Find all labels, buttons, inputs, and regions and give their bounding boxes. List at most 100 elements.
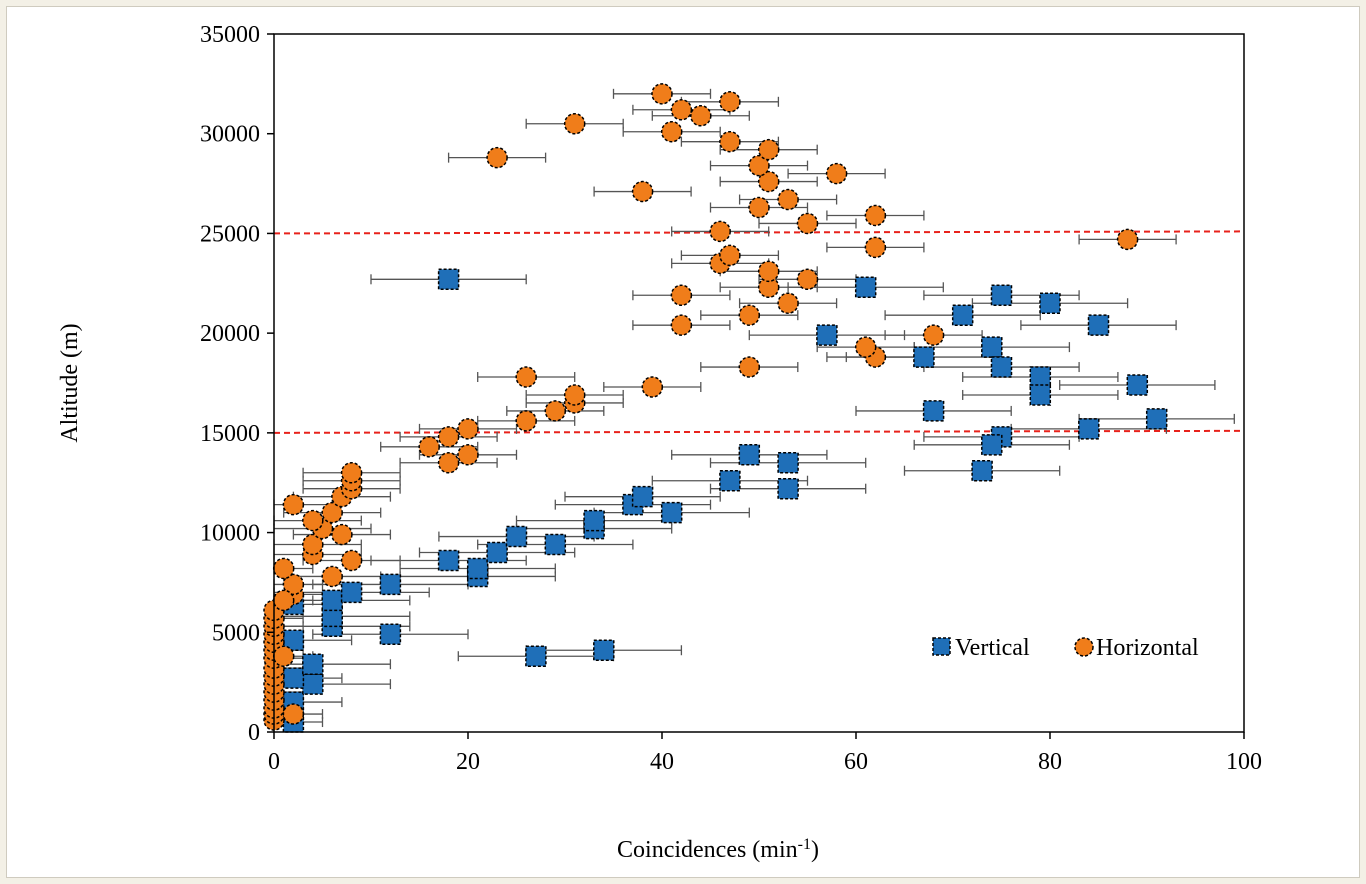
- vertical-point: [1029, 366, 1052, 388]
- horizontal-point: [738, 356, 761, 378]
- horizontal-point: [1116, 228, 1139, 251]
- y-tick-label: 20000: [200, 321, 260, 347]
- horizontal-point: [515, 366, 537, 388]
- horizontal-point: [757, 260, 780, 283]
- vertical-point: [1029, 384, 1052, 406]
- reference-lines: [273, 230, 1245, 434]
- vertical-point: [660, 501, 683, 524]
- x-tick-label: 100: [1226, 749, 1262, 775]
- vertical-point: [631, 485, 654, 508]
- horizontal-point: [777, 188, 799, 211]
- vertical-point: [990, 284, 1013, 307]
- vertical-point: [854, 276, 877, 299]
- horizontal-point: [825, 162, 848, 185]
- vertical-point: [777, 477, 799, 500]
- vertical-point: [379, 623, 402, 646]
- horizontal-point: [796, 212, 819, 235]
- horizontal-point: [272, 557, 295, 580]
- horizontal-point: [690, 105, 712, 127]
- horizontal-point: [321, 501, 343, 524]
- y-tick-label: 0: [248, 720, 260, 746]
- vertical-point: [466, 557, 489, 580]
- horizontal-point: [922, 324, 945, 346]
- horizontal-point: [719, 130, 741, 153]
- error-bars: [273, 88, 1235, 728]
- horizontal-point: [709, 220, 731, 243]
- y-tick-label: 10000: [200, 521, 260, 547]
- horizontal-point: [864, 236, 887, 259]
- horizontal-point: [748, 196, 770, 219]
- x-axis-label: Coincidences (min-1): [617, 836, 819, 864]
- horizontal-point: [796, 268, 819, 291]
- horizontal-point: [282, 493, 305, 516]
- horizontal-point: [544, 400, 567, 422]
- vertical-point: [1078, 418, 1100, 440]
- vertical-point: [913, 346, 935, 368]
- horizontal-point: [563, 384, 586, 406]
- horizontal-point: [738, 304, 761, 326]
- plot-area-border: [273, 33, 1245, 733]
- x-tick-label: 20: [456, 749, 480, 775]
- horizontal-point: [748, 154, 770, 177]
- vertical-point: [1039, 292, 1061, 314]
- horizontal-point: [670, 314, 693, 336]
- horizontal-point: [563, 112, 586, 135]
- vertical-point: [1087, 314, 1110, 336]
- horizontal-point: [651, 83, 673, 105]
- horizontal-point: [641, 376, 664, 398]
- x-axis-ticks: 0 20 40 60 80 100: [268, 732, 1262, 775]
- data-markers: [263, 83, 1168, 733]
- vertical-point: [302, 673, 324, 695]
- vertical-point: [282, 667, 305, 689]
- vertical-point: [1126, 374, 1149, 396]
- horizontal-point: [437, 452, 460, 474]
- legend-horizontal-swatch: [1074, 637, 1094, 657]
- x-axis-label-end: ): [811, 837, 819, 863]
- vertical-point: [981, 434, 1003, 456]
- horizontal-point: [282, 573, 305, 596]
- horizontal-point: [272, 645, 295, 667]
- y-tick-label: 25000: [200, 221, 260, 247]
- vertical-point: [505, 525, 528, 548]
- horizontal-point: [302, 533, 324, 556]
- horizontal-point: [719, 244, 741, 267]
- legend: Vertical Horizontal: [932, 635, 1199, 661]
- x-axis-label-sup: -1: [798, 836, 811, 853]
- horizontal-point: [854, 336, 877, 358]
- x-tick-label: 80: [1038, 749, 1062, 775]
- y-axis-label: Altitude (m): [57, 323, 83, 442]
- scatter-chart: 0 5000 10000 15000 20000 25000 30000 35000 0 20 4…: [57, 22, 1262, 864]
- chart-frame: 0 5000 10000 15000 20000 25000 30000 35000 0 20 4…: [6, 6, 1360, 878]
- legend-vertical-swatch: [932, 637, 951, 656]
- horizontal-point: [457, 418, 479, 440]
- horizontal-point: [486, 146, 508, 169]
- y-axis-ticks: 0 5000 10000 15000 20000 25000 30000 35000: [200, 22, 274, 746]
- horizontal-point: [340, 461, 363, 484]
- reference-line: [273, 230, 1245, 235]
- vertical-point: [583, 509, 605, 532]
- vertical-point: [816, 324, 838, 346]
- horizontal-point: [272, 589, 295, 612]
- vertical-point: [951, 304, 974, 326]
- vertical-point: [777, 452, 799, 474]
- horizontal-point: [302, 509, 324, 532]
- horizontal-point: [418, 436, 440, 458]
- reference-line: [273, 429, 1245, 434]
- horizontal-point: [864, 204, 887, 227]
- horizontal-point: [331, 523, 353, 546]
- y-tick-label: 30000: [200, 122, 260, 148]
- vertical-point: [486, 541, 508, 564]
- vertical-point: [981, 336, 1003, 358]
- vertical-point: [971, 459, 993, 482]
- horizontal-point: [631, 180, 654, 203]
- vertical-point: [437, 549, 460, 572]
- vertical-point: [321, 589, 343, 612]
- x-tick-label: 0: [268, 749, 280, 775]
- vertical-point: [437, 268, 460, 291]
- y-tick-label: 15000: [200, 421, 260, 447]
- horizontal-point: [340, 549, 363, 572]
- y-tick-label: 5000: [212, 620, 260, 646]
- vertical-point: [738, 444, 761, 466]
- legend-vertical-label: Vertical: [955, 635, 1030, 661]
- vertical-point: [525, 645, 547, 667]
